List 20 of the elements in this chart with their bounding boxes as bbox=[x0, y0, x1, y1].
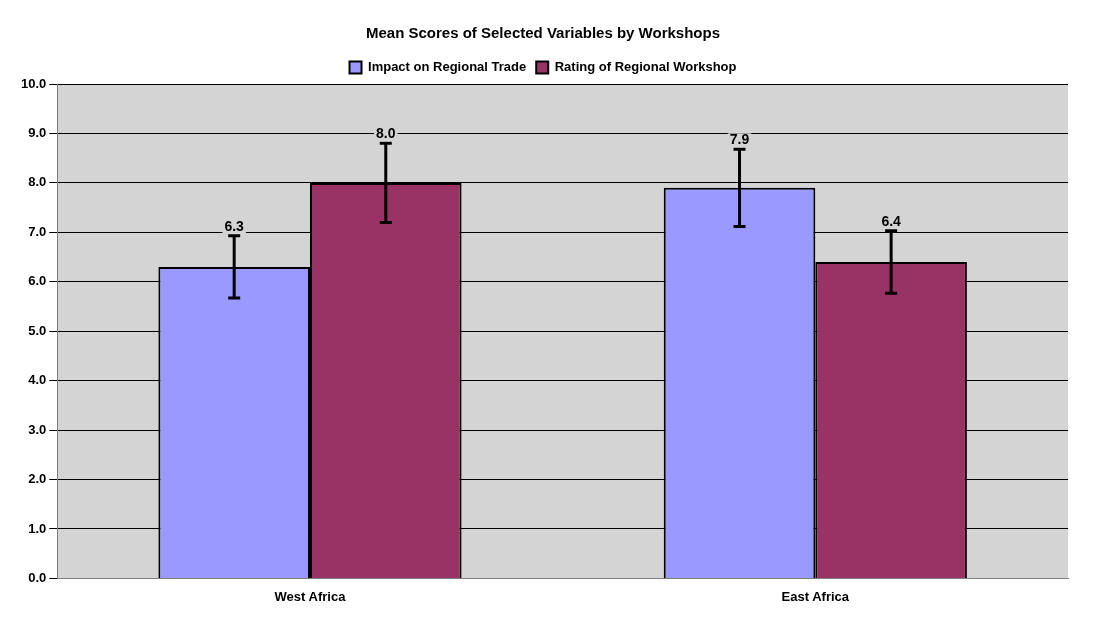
y-tick-label: 9.0 bbox=[28, 125, 47, 141]
data-label: 8.0 bbox=[376, 125, 396, 142]
y-tick-label: 2.0 bbox=[28, 471, 47, 487]
chart-title: Mean Scores of Selected Variables by Workshops bbox=[365, 24, 721, 42]
y-tick-label: 6.0 bbox=[28, 273, 47, 289]
data-label: 6.3 bbox=[224, 217, 245, 234]
y-tick-label: 4.0 bbox=[28, 372, 47, 388]
x-tick-label: West Africa bbox=[274, 588, 347, 604]
legend-label: Rating of Regional Workshop bbox=[554, 59, 737, 75]
y-tick-label: 7.0 bbox=[28, 223, 47, 239]
y-tick-label: 1.0 bbox=[28, 520, 47, 536]
data-label: 6.4 bbox=[881, 212, 902, 229]
data-label: 7.9 bbox=[729, 131, 750, 148]
x-tick-label: East Africa bbox=[781, 588, 850, 604]
y-tick-label: 5.0 bbox=[28, 322, 47, 338]
y-tick-label: 0.0 bbox=[28, 569, 47, 585]
y-tick-label: 10.0 bbox=[20, 75, 47, 91]
legend-label: Impact on Regional Trade bbox=[368, 59, 527, 75]
y-tick-label: 3.0 bbox=[28, 421, 47, 437]
y-tick-label: 8.0 bbox=[28, 174, 47, 190]
